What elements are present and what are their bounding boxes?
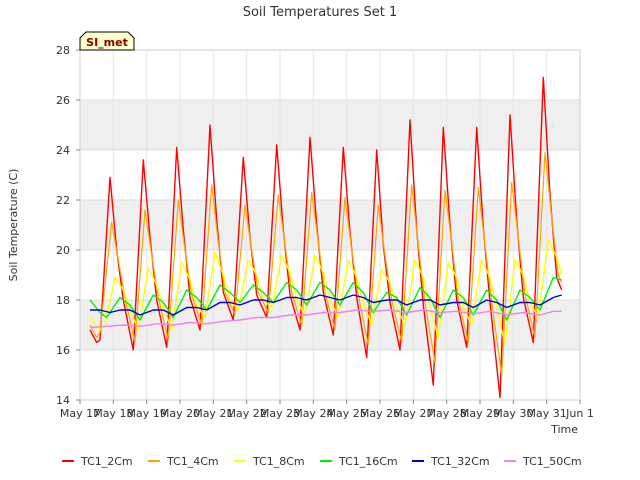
series-line-TC1_16Cm bbox=[89, 276, 562, 321]
x-tick-label: May 30 bbox=[493, 407, 533, 420]
x-tick-label: May 28 bbox=[427, 407, 467, 420]
plot-background bbox=[80, 50, 580, 400]
legend-label-TC1_50Cm: TC1_50Cm bbox=[522, 455, 582, 468]
x-tick-label: May 23 bbox=[260, 407, 300, 420]
series-lines bbox=[89, 76, 563, 399]
x-tick-label: Jun 1 bbox=[565, 407, 594, 420]
x-tick-label: May 18 bbox=[93, 407, 133, 420]
legend-label-TC1_16Cm: TC1_16Cm bbox=[338, 455, 398, 468]
site-label-text: SI_met bbox=[86, 36, 128, 49]
series-line-TC1_50Cm bbox=[89, 309, 562, 329]
x-axis-label: Time bbox=[550, 423, 578, 436]
y-tick-label: 26 bbox=[56, 94, 70, 107]
legend-label-TC1_4Cm: TC1_4Cm bbox=[166, 455, 219, 468]
x-tick-label: May 24 bbox=[293, 407, 333, 420]
x-tick-label: May 20 bbox=[160, 407, 200, 420]
series-line-TC1_8Cm bbox=[89, 239, 563, 346]
y-tick-label: 18 bbox=[56, 294, 70, 307]
legend-label-TC1_8Cm: TC1_8Cm bbox=[252, 455, 305, 468]
y-tick-labels: 14 16 18 20 22 24 26 28 bbox=[56, 44, 80, 407]
x-tick-label: May 19 bbox=[127, 407, 167, 420]
legend: TC1_2Cm TC1_4Cm TC1_8Cm TC1_16Cm TC1_32Cm TC1… bbox=[62, 455, 582, 468]
band-20 bbox=[80, 200, 580, 250]
x-tick-label: May 29 bbox=[460, 407, 500, 420]
site-label: SI_met bbox=[79, 31, 135, 51]
x-tick-label: May 17 bbox=[60, 407, 100, 420]
legend-label-TC1_2Cm: TC1_2Cm bbox=[80, 455, 133, 468]
y-tick-label: 28 bbox=[56, 44, 70, 57]
x-tick-label: May 25 bbox=[327, 407, 367, 420]
x-tick-label: May 26 bbox=[360, 407, 400, 420]
legend-label-TC1_32Cm: TC1_32Cm bbox=[430, 455, 490, 468]
plot-frame bbox=[79, 49, 581, 401]
x-tick-label: May 31 bbox=[527, 407, 567, 420]
y-tick-label: 24 bbox=[56, 144, 70, 157]
y-tick-label: 22 bbox=[56, 194, 70, 207]
y-tick-label: 20 bbox=[56, 244, 70, 257]
y-tick-label: 16 bbox=[56, 344, 70, 357]
x-tick-label: May 22 bbox=[227, 407, 267, 420]
chart-title: Soil Temperatures Set 1 bbox=[243, 5, 398, 20]
x-tick-label: May 27 bbox=[393, 407, 433, 420]
band-24 bbox=[80, 100, 580, 150]
y-axis-label: Soil Temperature (C) bbox=[7, 169, 20, 282]
series-line-TC1_4Cm bbox=[89, 151, 563, 376]
series-line-TC1_32Cm bbox=[90, 294, 562, 316]
site-label-box bbox=[79, 31, 135, 51]
y-tick-label: 14 bbox=[56, 394, 70, 407]
x-tick-label: May 21 bbox=[193, 407, 233, 420]
